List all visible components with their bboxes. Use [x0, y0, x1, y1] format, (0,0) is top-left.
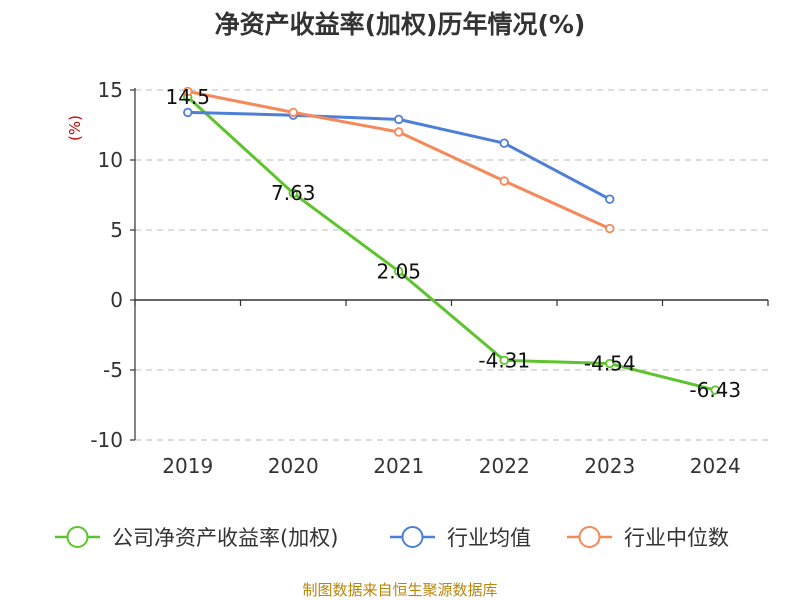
series-2-point-2019[interactable]: [183, 86, 193, 97]
y-tick-label: 10: [98, 148, 123, 172]
data-label-2023: -4.54: [584, 352, 636, 376]
series-2-point-2023[interactable]: [605, 223, 615, 234]
series-2-point-2022[interactable]: [499, 176, 509, 186]
series-1-point-2022[interactable]: [499, 138, 509, 148]
data-label-2019: 14.5: [165, 85, 210, 109]
legend-marker: [578, 526, 601, 548]
y-axis-unit: (%): [66, 115, 84, 141]
y-tick-label: 5: [110, 218, 123, 242]
y-tick-label: 15: [98, 78, 123, 102]
series-1-point-2021[interactable]: [394, 114, 404, 125]
y-tick-label: -5: [103, 358, 123, 382]
series: [183, 86, 720, 395]
x-tick-label-2024: 2024: [690, 454, 741, 478]
x-tick-label-2019: 2019: [162, 454, 213, 478]
data-label-2022: -4.31: [478, 348, 530, 372]
x-tick-label-2021: 2021: [373, 454, 424, 478]
data-label-2020: 7.63: [271, 181, 316, 205]
series-0-point-2022[interactable]: [499, 355, 509, 366]
data-labels: 14.5 7.63 2.05 -4.31 -4.54 -6.43: [165, 85, 741, 402]
series-0-point-2020[interactable]: [288, 188, 298, 198]
source-note: 制图数据来自恒生聚源数据库: [302, 581, 497, 599]
data-label-2021: 2.05: [376, 259, 421, 283]
legend-item-1[interactable]: 行业均值: [390, 526, 531, 550]
chart-title: 净资产收益率(加权)历年情况(%): [215, 10, 586, 39]
series-2-point-2021[interactable]: [394, 127, 404, 137]
legend-item-2[interactable]: 行业中位数: [567, 526, 729, 550]
series-2-point-2020[interactable]: [288, 107, 298, 118]
series-0-point-2024[interactable]: [710, 385, 720, 395]
x-tick-label-2023: 2023: [584, 454, 635, 478]
x-tick-label-2022: 2022: [479, 454, 530, 478]
y-tick-label: -10: [90, 428, 123, 452]
legend-marker: [401, 526, 424, 548]
series-line-0: [186, 95, 716, 392]
y-tick-label: 0: [110, 288, 123, 312]
x-tick-label-2020: 2020: [268, 454, 319, 478]
series-1-point-2023[interactable]: [605, 194, 615, 204]
legend-label: 行业均值: [447, 526, 531, 550]
series-0-point-2021[interactable]: [394, 266, 404, 276]
series-1-point-2019[interactable]: [183, 107, 193, 118]
legend-label: 公司净资产收益率(加权): [112, 526, 338, 550]
legend-marker: [66, 526, 89, 548]
legend-item-0[interactable]: 公司净资产收益率(加权): [55, 526, 338, 550]
series-0-point-2023[interactable]: [605, 358, 615, 369]
legend[interactable]: 公司净资产收益率(加权) 行业均值 行业中位数: [55, 526, 729, 550]
legend-label: 行业中位数: [624, 526, 729, 550]
gridlines: [135, 89, 768, 441]
axes: 15 10 5 0 -5 -10 2019 2020 2021 2022 2023 2024: [90, 78, 769, 478]
data-label-2024: -6.43: [689, 378, 741, 402]
